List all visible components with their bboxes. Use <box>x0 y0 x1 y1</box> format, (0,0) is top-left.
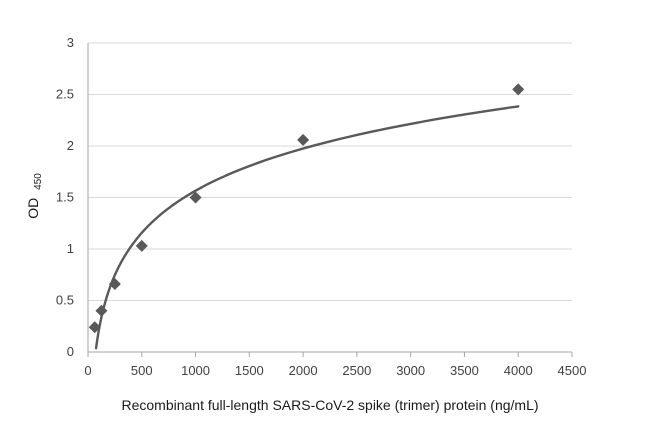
data-point <box>108 278 121 291</box>
y-tick-label: 3 <box>67 35 74 50</box>
x-tick-label: 500 <box>131 363 153 378</box>
x-tick-label: 0 <box>84 363 91 378</box>
trendline-group <box>94 105 520 350</box>
y-axis-title-subscript: 450 <box>33 173 44 190</box>
x-tick-label: 2500 <box>342 363 371 378</box>
data-points <box>88 83 525 334</box>
data-point <box>88 321 101 334</box>
data-point <box>189 191 202 204</box>
y-tick-labels: 0 0.5 1 1.5 2 2.5 3 <box>56 35 74 359</box>
data-point <box>297 133 310 146</box>
data-point <box>135 239 148 252</box>
axes <box>87 43 573 357</box>
y-tick-label: 0.5 <box>56 293 74 308</box>
trendline <box>94 105 520 350</box>
y-axis-title: OD 450 <box>25 173 44 219</box>
x-tick-label: 1000 <box>181 363 210 378</box>
y-axis-title-main: OD <box>25 198 41 219</box>
x-tick-label: 3000 <box>396 363 425 378</box>
gridlines <box>88 42 572 301</box>
y-tick-label: 1 <box>67 241 74 256</box>
y-tick-label: 2 <box>67 138 74 153</box>
x-tick-label: 4500 <box>558 363 587 378</box>
x-tick-label: 1500 <box>235 363 264 378</box>
y-tick-label: 2.5 <box>56 87 74 102</box>
x-tick-labels: 0 500 1000 1500 2000 2500 3000 3500 4000 4500 <box>84 363 586 378</box>
x-axis-title: Recombinant full-length SARS-CoV-2 spike… <box>121 397 538 413</box>
data-point <box>512 83 525 96</box>
x-tick-label: 3500 <box>450 363 479 378</box>
x-tick-label: 2000 <box>289 363 318 378</box>
y-tick-label: 1.5 <box>56 190 74 205</box>
y-tick-label: 0 <box>67 344 74 359</box>
data-point <box>95 304 108 317</box>
x-tick-label: 4000 <box>504 363 533 378</box>
